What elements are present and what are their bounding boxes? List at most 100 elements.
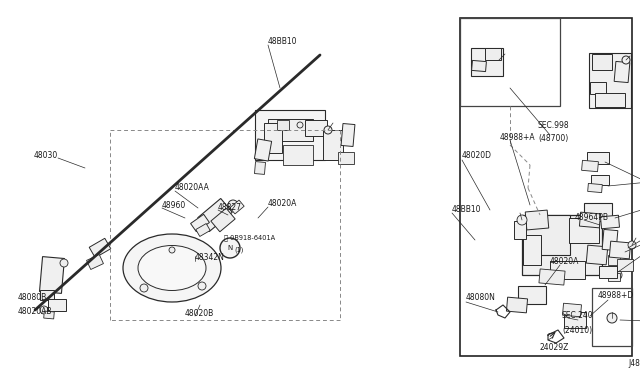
Polygon shape [471, 48, 503, 76]
Polygon shape [539, 269, 565, 285]
Polygon shape [283, 145, 313, 165]
Polygon shape [579, 212, 600, 228]
Circle shape [140, 284, 148, 292]
Polygon shape [550, 261, 584, 279]
Polygon shape [323, 130, 343, 160]
Polygon shape [514, 221, 526, 239]
Polygon shape [264, 123, 282, 153]
Circle shape [198, 282, 206, 290]
Polygon shape [602, 230, 618, 251]
Polygon shape [569, 218, 599, 243]
Ellipse shape [138, 246, 206, 291]
Polygon shape [582, 160, 598, 172]
Text: 48020AB: 48020AB [18, 308, 52, 317]
Polygon shape [587, 152, 609, 164]
Text: 48827: 48827 [218, 202, 242, 212]
Bar [460, 18, 560, 106]
Circle shape [324, 126, 332, 134]
Text: 48020D: 48020D [462, 151, 492, 160]
Polygon shape [191, 214, 209, 232]
Polygon shape [230, 200, 244, 214]
Circle shape [607, 313, 617, 323]
Text: 48020B: 48020B [185, 308, 214, 317]
Polygon shape [599, 266, 617, 278]
Text: 48960: 48960 [162, 201, 186, 209]
Polygon shape [595, 93, 625, 107]
Polygon shape [617, 259, 633, 271]
Polygon shape [198, 199, 232, 231]
Text: 48020AA: 48020AA [175, 183, 210, 192]
Polygon shape [600, 215, 620, 229]
Text: 48020A: 48020A [550, 257, 579, 266]
Ellipse shape [123, 234, 221, 302]
Circle shape [40, 306, 48, 314]
Polygon shape [196, 224, 210, 237]
Text: (24010): (24010) [562, 326, 592, 334]
Circle shape [517, 215, 527, 225]
Circle shape [612, 270, 622, 280]
Circle shape [60, 259, 68, 267]
Circle shape [228, 200, 238, 210]
Text: 48988+A: 48988+A [500, 134, 536, 142]
Polygon shape [525, 210, 548, 230]
Polygon shape [614, 61, 630, 83]
Text: 48342N: 48342N [195, 253, 225, 263]
Polygon shape [592, 54, 612, 70]
Polygon shape [86, 254, 104, 269]
Polygon shape [48, 299, 66, 311]
Polygon shape [518, 286, 546, 304]
Bar [592, 288, 632, 346]
Polygon shape [268, 119, 312, 141]
Circle shape [220, 238, 240, 258]
Polygon shape [305, 120, 327, 136]
Polygon shape [341, 124, 355, 147]
Polygon shape [591, 175, 609, 185]
Polygon shape [608, 273, 620, 281]
Polygon shape [44, 311, 54, 319]
Text: 48988+D: 48988+D [598, 292, 634, 301]
Polygon shape [563, 303, 582, 317]
Text: 48030: 48030 [34, 151, 58, 160]
Text: J48800KK: J48800KK [628, 359, 640, 368]
Text: 24029Z: 24029Z [540, 343, 570, 352]
Polygon shape [588, 183, 602, 193]
Polygon shape [211, 208, 235, 232]
Polygon shape [506, 297, 527, 313]
Text: 48964PB: 48964PB [575, 214, 609, 222]
Polygon shape [609, 241, 630, 259]
Polygon shape [338, 152, 354, 164]
Circle shape [622, 56, 630, 64]
Circle shape [297, 122, 303, 128]
Text: 48020A: 48020A [268, 199, 298, 208]
Polygon shape [564, 312, 586, 328]
Polygon shape [254, 139, 271, 161]
Polygon shape [255, 161, 266, 174]
Polygon shape [584, 203, 612, 221]
Polygon shape [255, 110, 325, 160]
Polygon shape [525, 215, 570, 255]
Polygon shape [485, 48, 501, 60]
Text: N: N [227, 245, 232, 251]
Text: 48080B: 48080B [18, 294, 47, 302]
Polygon shape [89, 238, 111, 258]
Text: 48BB10: 48BB10 [268, 38, 298, 46]
Polygon shape [40, 257, 65, 294]
Text: 48080N: 48080N [466, 294, 496, 302]
Circle shape [628, 241, 636, 249]
Text: SEC.998: SEC.998 [538, 121, 570, 129]
Text: SEC.240: SEC.240 [562, 311, 594, 321]
Circle shape [169, 247, 175, 253]
Text: 48BB10: 48BB10 [452, 205, 481, 215]
Polygon shape [586, 245, 608, 265]
Polygon shape [522, 215, 602, 275]
Polygon shape [277, 120, 289, 130]
Polygon shape [40, 290, 54, 300]
Text: (1): (1) [234, 247, 243, 253]
Polygon shape [608, 255, 620, 265]
Text: ⓝ 0B918-6401A: ⓝ 0B918-6401A [224, 235, 275, 241]
Polygon shape [590, 82, 606, 94]
Bar [460, 18, 632, 356]
Text: (48700): (48700) [538, 134, 568, 142]
Polygon shape [589, 52, 631, 108]
Polygon shape [523, 235, 541, 265]
